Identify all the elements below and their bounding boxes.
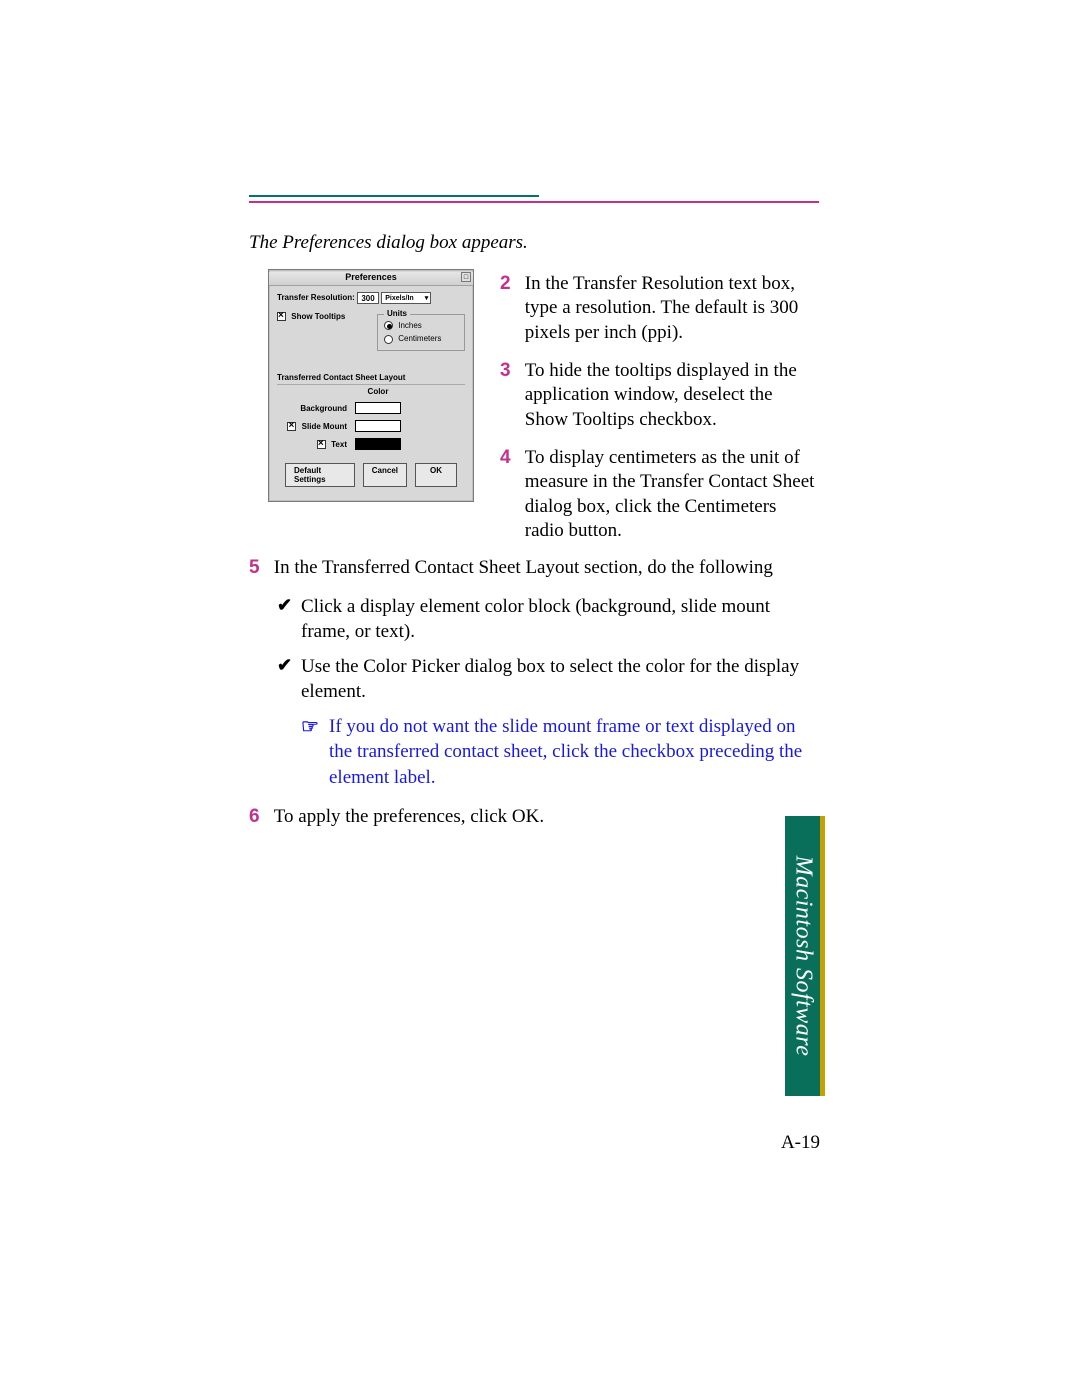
- step-text: To apply the preferences, click OK.: [274, 804, 818, 829]
- page-number: A-19: [781, 1132, 820, 1154]
- rule-teal: [249, 195, 539, 197]
- step-text: To display centimeters as the unit of me…: [525, 446, 817, 543]
- step-number: 6: [249, 804, 269, 829]
- slide-mount-color-row: Slide Mount: [277, 420, 465, 432]
- step-3: 3 To hide the tooltips displayed in the …: [500, 359, 820, 432]
- step-number: 5: [249, 555, 269, 580]
- close-icon[interactable]: □: [461, 272, 471, 282]
- units-inches-row: Inches: [384, 321, 458, 330]
- slide-mount-checkbox[interactable]: [287, 422, 296, 431]
- units-cm-row: Centimeters: [384, 334, 458, 343]
- transfer-resolution-row: Transfer Resolution: 300 Pixels/In: [277, 292, 465, 304]
- section-tab-label: Macintosh Software: [789, 856, 816, 1057]
- transfer-resolution-input[interactable]: 300: [357, 292, 379, 304]
- background-swatch[interactable]: [355, 402, 401, 414]
- centimeters-label: Centimeters: [398, 334, 441, 343]
- sub-text: Use the Color Picker dialog box to selec…: [301, 654, 819, 704]
- inches-label: Inches: [398, 321, 422, 330]
- show-tooltips-checkbox[interactable]: [277, 312, 286, 321]
- step-5-sub-2: ✔ Use the Color Picker dialog box to sel…: [277, 654, 819, 704]
- ok-button[interactable]: OK: [415, 463, 457, 487]
- step-number: 3: [500, 359, 520, 383]
- slide-mount-swatch[interactable]: [355, 420, 401, 432]
- default-settings-button[interactable]: Default Settings: [285, 463, 355, 487]
- layout-section-label: Transferred Contact Sheet Layout: [277, 373, 465, 385]
- text-checkbox[interactable]: [317, 440, 326, 449]
- checkmark-icon: ✔: [277, 594, 301, 644]
- inches-radio[interactable]: [384, 321, 393, 330]
- units-legend: Units: [384, 309, 410, 318]
- step-number: 4: [500, 446, 520, 470]
- sub-text: Click a display element color block (bac…: [301, 594, 819, 644]
- color-header: Color: [355, 387, 401, 396]
- dialog-title: Preferences: [269, 272, 473, 286]
- note-text: If you do not want the slide mount frame…: [329, 714, 819, 789]
- steps-right: 2 In the Transfer Resolution text box, t…: [500, 272, 820, 557]
- dialog-body: Transfer Resolution: 300 Pixels/In Show …: [277, 292, 465, 493]
- step-2: 2 In the Transfer Resolution text box, t…: [500, 272, 820, 345]
- step-5-note: ☞ If you do not want the slide mount fra…: [301, 714, 819, 789]
- header-rules: [249, 195, 819, 203]
- text-color-row: Text: [277, 438, 465, 450]
- background-color-row: Background: [277, 402, 465, 414]
- section-tab: Macintosh Software: [785, 816, 825, 1096]
- step-text: In the Transferred Contact Sheet Layout …: [274, 555, 818, 580]
- centimeters-radio[interactable]: [384, 335, 393, 344]
- note-icon: ☞: [301, 714, 329, 789]
- transfer-resolution-unit[interactable]: Pixels/In: [381, 292, 431, 304]
- steps-below: 5 In the Transferred Contact Sheet Layou…: [249, 555, 819, 843]
- show-tooltips-label: Show Tooltips: [291, 312, 345, 321]
- dialog-buttons: Default Settings Cancel OK: [285, 463, 457, 487]
- slide-mount-label: Slide Mount: [277, 422, 355, 431]
- step-text: To hide the tooltips displayed in the ap…: [525, 359, 817, 432]
- checkmark-icon: ✔: [277, 654, 301, 704]
- step-number: 2: [500, 272, 520, 296]
- intro-text: The Preferences dialog box appears.: [249, 232, 528, 254]
- step-4: 4 To display centimeters as the unit of …: [500, 446, 820, 543]
- cancel-button[interactable]: Cancel: [363, 463, 407, 487]
- transfer-resolution-label: Transfer Resolution:: [277, 293, 355, 302]
- text-label: Text: [277, 440, 355, 449]
- units-fieldset: Units Inches Centimeters: [377, 314, 465, 351]
- text-swatch[interactable]: [355, 438, 401, 450]
- rule-magenta: [249, 201, 819, 203]
- document-page: The Preferences dialog box appears. Pref…: [0, 0, 1080, 1397]
- step-5-sub-1: ✔ Click a display element color block (b…: [277, 594, 819, 644]
- step-6: 6 To apply the preferences, click OK.: [249, 804, 819, 829]
- background-label: Background: [277, 404, 355, 413]
- preferences-dialog: Preferences □ Transfer Resolution: 300 P…: [268, 269, 474, 502]
- step-5: 5 In the Transferred Contact Sheet Layou…: [249, 555, 819, 580]
- step-text: In the Transfer Resolution text box, typ…: [525, 272, 817, 345]
